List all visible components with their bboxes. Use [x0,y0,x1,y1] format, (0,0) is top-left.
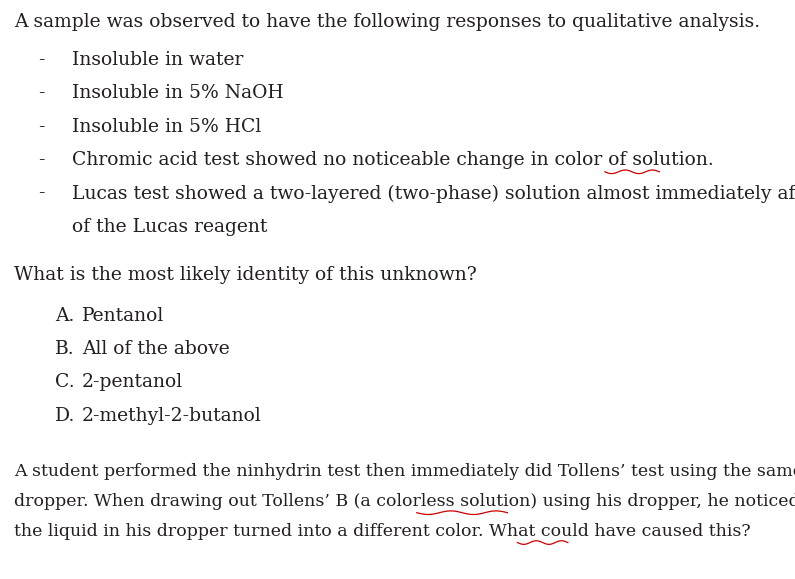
Text: -: - [38,118,45,135]
Text: Insoluble in 5% NaOH: Insoluble in 5% NaOH [72,84,284,102]
Text: A sample was observed to have the following responses to qualitative analysis.: A sample was observed to have the follow… [14,13,760,31]
Text: 2-methyl-2-butanol: 2-methyl-2-butanol [82,407,262,425]
Text: A student performed the ninhydrin test then immediately did Tollens’ test using : A student performed the ninhydrin test t… [14,463,795,481]
Text: B.: B. [55,340,75,358]
Text: A.: A. [55,306,75,325]
Text: -: - [38,151,45,169]
Text: Chromic acid test showed no noticeable change in color of solution.: Chromic acid test showed no noticeable c… [72,151,714,169]
Text: dropper. When drawing out Tollens’ B (a colorless solution) using his dropper, h: dropper. When drawing out Tollens’ B (a … [14,493,795,510]
Text: C.: C. [55,373,75,391]
Text: Insoluble in 5% HCl: Insoluble in 5% HCl [72,118,262,135]
Text: Insoluble in water: Insoluble in water [72,51,243,69]
Text: What is the most likely identity of this unknown?: What is the most likely identity of this… [14,266,477,284]
Text: Pentanol: Pentanol [82,306,165,325]
Text: All of the above: All of the above [82,340,230,358]
Text: -: - [38,51,45,69]
Text: -: - [38,185,45,203]
Text: Lucas test showed a two-layered (two-phase) solution almost immediately after ad: Lucas test showed a two-layered (two-pha… [72,185,795,203]
Text: 2-pentanol: 2-pentanol [82,373,183,391]
Text: D.: D. [55,407,76,425]
Text: -: - [38,84,45,102]
Text: the liquid in his dropper turned into a different color. What could have caused : the liquid in his dropper turned into a … [14,523,750,540]
Text: of the Lucas reagent: of the Lucas reagent [72,218,267,236]
